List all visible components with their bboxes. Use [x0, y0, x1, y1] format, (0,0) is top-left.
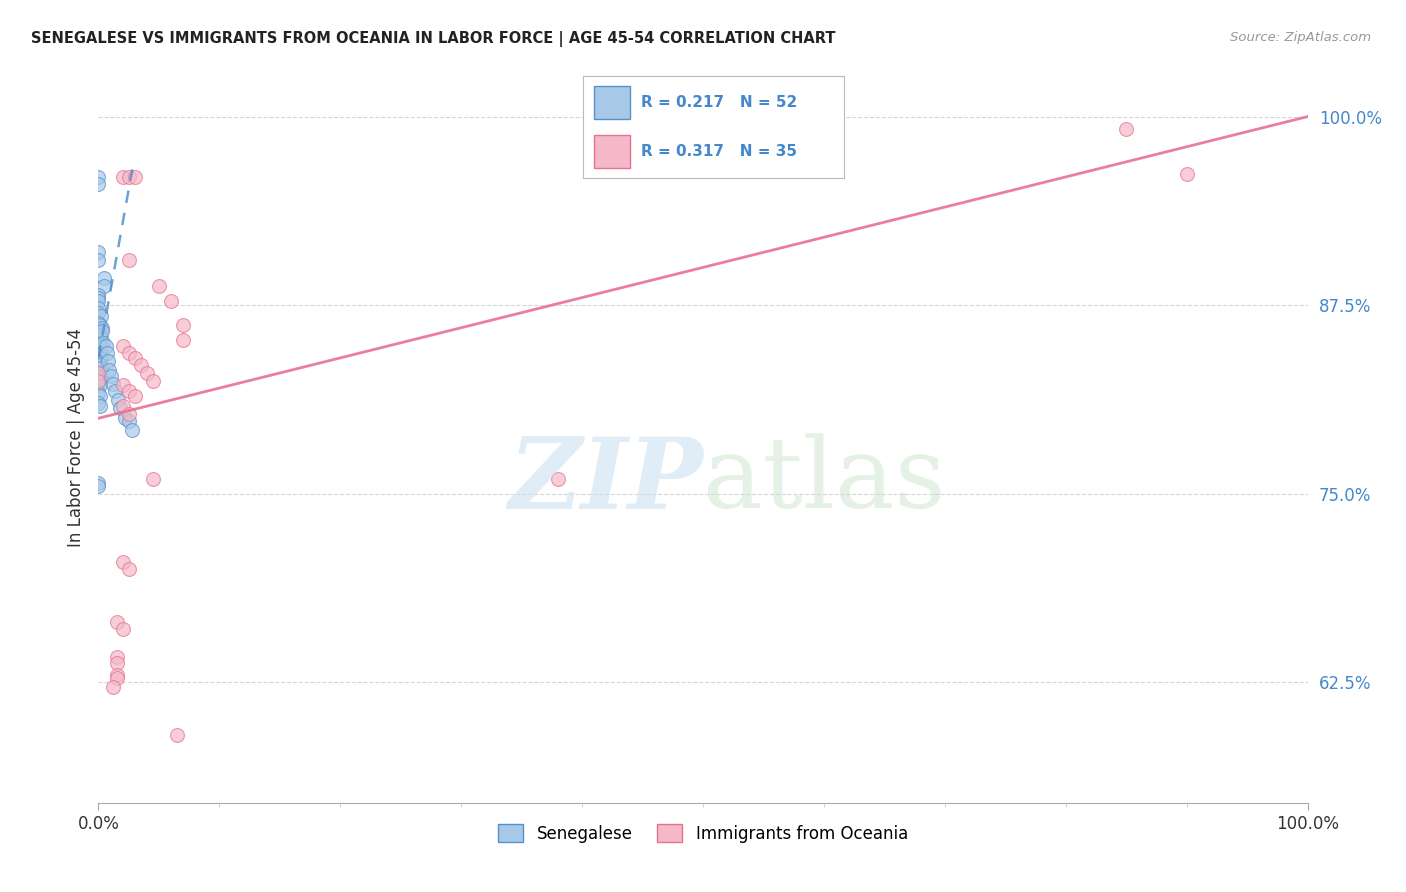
Point: [118, 169, 141, 184]
Point: [135, 366, 157, 380]
Point: [87, 291, 110, 305]
Point: [93, 271, 115, 285]
Point: [89, 399, 111, 413]
Point: [89, 318, 111, 332]
Point: [93, 278, 115, 293]
Point: [100, 369, 122, 384]
Point: [111, 169, 134, 184]
Point: [166, 728, 188, 742]
Point: [87, 376, 110, 391]
Point: [108, 401, 131, 415]
Point: [87, 301, 110, 315]
Point: [96, 346, 118, 360]
Point: [89, 378, 111, 392]
Point: [89, 389, 111, 403]
Point: [114, 411, 136, 425]
Point: [105, 615, 128, 629]
Point: [87, 374, 110, 388]
Point: [87, 245, 110, 260]
Point: [91, 320, 114, 334]
Point: [111, 378, 134, 392]
Point: [105, 656, 128, 670]
Point: [89, 369, 111, 384]
Point: [105, 671, 128, 685]
Point: [118, 414, 141, 428]
Point: [118, 252, 141, 267]
Point: [121, 423, 143, 437]
Point: [87, 396, 110, 410]
Point: [111, 623, 134, 637]
Point: [142, 471, 165, 485]
Point: [101, 680, 124, 694]
Point: [89, 328, 111, 343]
Point: [87, 476, 110, 491]
Point: [87, 366, 110, 380]
Point: [129, 359, 152, 373]
Point: [94, 339, 117, 353]
Point: [90, 309, 112, 323]
Point: [148, 278, 170, 293]
Point: [87, 178, 110, 192]
Point: [118, 346, 141, 360]
Point: [111, 554, 134, 568]
Point: [124, 389, 146, 403]
Point: [142, 374, 165, 388]
Point: [98, 363, 121, 377]
Point: [105, 667, 128, 681]
Point: [87, 293, 110, 308]
Point: [90, 370, 112, 384]
Text: R = 0.317   N = 35: R = 0.317 N = 35: [641, 145, 797, 160]
Point: [87, 169, 110, 184]
Point: [87, 306, 110, 320]
Point: [107, 393, 129, 408]
Point: [111, 399, 134, 413]
Point: [87, 385, 110, 400]
Text: R = 0.217   N = 52: R = 0.217 N = 52: [641, 95, 797, 110]
Y-axis label: In Labor Force | Age 45-54: In Labor Force | Age 45-54: [66, 327, 84, 547]
Point: [89, 359, 111, 373]
Point: [124, 351, 146, 365]
Point: [124, 169, 146, 184]
Point: [105, 649, 128, 664]
Point: [90, 361, 112, 376]
Point: [1175, 167, 1198, 181]
Point: [87, 346, 110, 360]
Point: [89, 339, 111, 353]
Point: [160, 293, 183, 308]
Text: ZIP: ZIP: [508, 433, 703, 529]
Point: [87, 366, 110, 380]
FancyBboxPatch shape: [593, 87, 630, 119]
Point: [90, 331, 112, 345]
Text: Source: ZipAtlas.com: Source: ZipAtlas.com: [1230, 31, 1371, 45]
Point: [87, 355, 110, 369]
Point: [172, 318, 194, 332]
Point: [118, 562, 141, 576]
Point: [101, 376, 124, 391]
Point: [90, 351, 112, 365]
Point: [1115, 121, 1137, 136]
Point: [91, 324, 114, 338]
Point: [87, 252, 110, 267]
Point: [172, 333, 194, 347]
Point: [118, 407, 141, 421]
Point: [111, 339, 134, 353]
Point: [547, 471, 569, 485]
Point: [87, 479, 110, 493]
Point: [90, 340, 112, 354]
FancyBboxPatch shape: [593, 136, 630, 168]
Point: [118, 384, 141, 398]
Text: atlas: atlas: [703, 434, 946, 529]
Point: [87, 325, 110, 339]
Point: [89, 348, 111, 362]
Point: [87, 316, 110, 330]
Point: [97, 354, 120, 368]
Point: [104, 384, 127, 398]
Point: [87, 287, 110, 301]
Point: [87, 335, 110, 350]
Text: SENEGALESE VS IMMIGRANTS FROM OCEANIA IN LABOR FORCE | AGE 45-54 CORRELATION CHA: SENEGALESE VS IMMIGRANTS FROM OCEANIA IN…: [31, 31, 835, 47]
Legend: Senegalese, Immigrants from Oceania: Senegalese, Immigrants from Oceania: [491, 818, 915, 849]
Point: [91, 335, 114, 350]
